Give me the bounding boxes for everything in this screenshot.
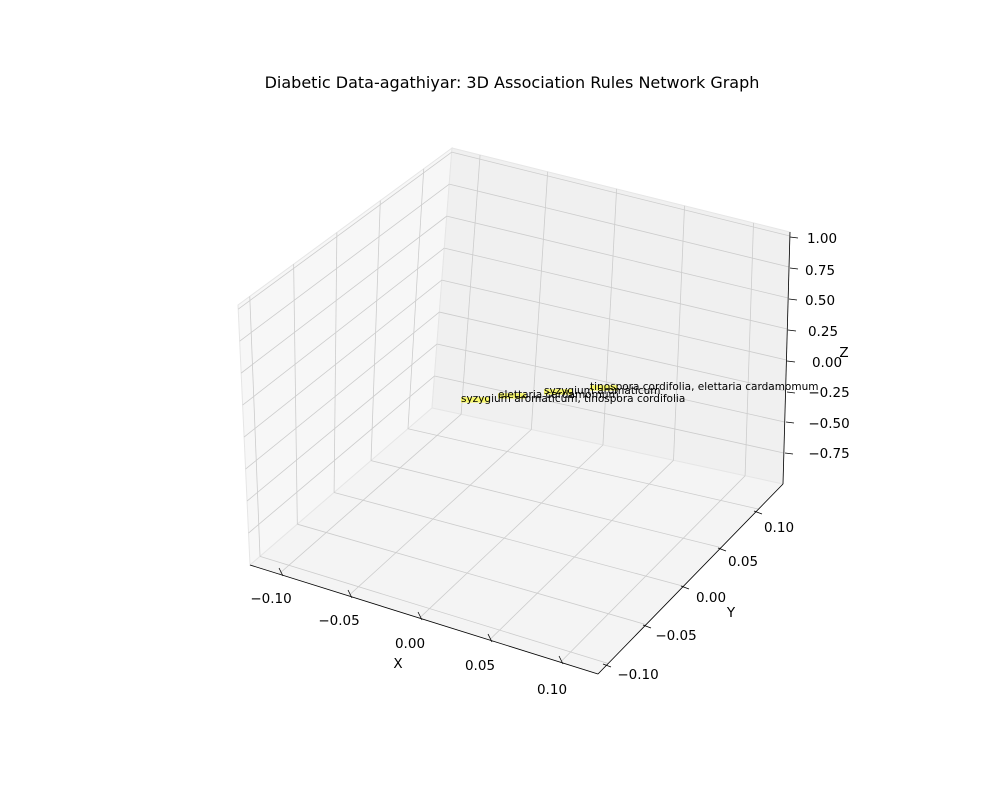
x-tick-label: 0.05 — [465, 658, 495, 674]
x-axis-ticks: −0.10 −0.05 0.00 0.05 0.10 — [250, 567, 567, 698]
z-tick-mark — [787, 329, 797, 332]
y-gridline — [370, 460, 722, 549]
z-gridline — [246, 343, 438, 502]
node-label: syzygium aromaticum, tinospora cordifoli… — [461, 393, 685, 405]
y-axis-line — [597, 483, 784, 675]
x-gridline — [278, 414, 462, 575]
y-tick-label: 0.10 — [764, 520, 794, 536]
x-tick-label: −0.05 — [318, 613, 359, 629]
x-gridline — [489, 460, 674, 641]
z-tick-mark — [786, 360, 796, 363]
z-tick-mark — [788, 298, 798, 301]
y-gridline — [297, 523, 647, 625]
z-gridline — [243, 279, 443, 438]
z-gridline — [451, 151, 790, 237]
x-gridline — [460, 154, 481, 415]
y-axis-ticks: −0.10 −0.05 0.00 0.05 0.10 — [602, 510, 794, 683]
x-tick-label: −0.10 — [250, 591, 291, 607]
z-tick-mark — [789, 267, 799, 270]
y-tick-mark — [680, 585, 690, 590]
y-gridline — [370, 200, 381, 461]
y-gridline — [249, 296, 261, 557]
node-label: tinospora cordifolia, elettaria cardamom… — [590, 381, 818, 393]
z-gridline — [245, 311, 440, 470]
z-tick-mark — [789, 236, 799, 239]
node-label: syzygium aromaticum — [544, 385, 661, 397]
z-gridline — [242, 247, 445, 406]
y-tick-label: −0.05 — [655, 628, 696, 644]
z-gridline — [248, 375, 435, 534]
x-tick-label: 0.10 — [537, 682, 567, 698]
x-tick-mark — [347, 589, 353, 599]
z-gridline — [439, 311, 786, 392]
x-gridline — [744, 222, 754, 476]
z-tick-mark — [786, 391, 796, 394]
x-axis-label: X — [393, 656, 402, 672]
z-gridline — [446, 215, 789, 299]
y-tick-mark — [642, 624, 652, 629]
z-axis-line — [782, 231, 791, 485]
z-axis-ticks: −0.75 −0.50 −0.25 0.00 0.25 0.50 0.75 1.… — [784, 231, 850, 462]
y-tick-label: 0.05 — [728, 554, 758, 570]
x-axis-line — [249, 564, 599, 675]
z-tick-label: 0.50 — [805, 293, 835, 309]
node-point — [590, 385, 618, 391]
axis-edges — [249, 231, 791, 675]
y-axis-label: Y — [726, 605, 736, 621]
z-gridline — [436, 343, 785, 423]
x-tick-mark — [417, 611, 423, 621]
z-tick-label: −0.25 — [808, 385, 849, 401]
x-gridline — [419, 444, 604, 619]
z-gridline — [444, 247, 788, 330]
z-gridline — [441, 279, 787, 361]
x-gridline — [530, 171, 549, 430]
z-gridline — [240, 215, 448, 374]
x-tick-mark — [487, 633, 493, 643]
x-gridline — [602, 188, 618, 446]
network-nodes: tinospora cordifolia, elettaria cardamom… — [461, 381, 818, 405]
x-gridline — [673, 205, 685, 461]
z-tick-label: −0.75 — [808, 446, 849, 462]
node-point — [544, 389, 572, 395]
y-tick-mark — [717, 547, 727, 552]
z-tick-mark — [785, 421, 795, 424]
z-gridline — [449, 183, 790, 268]
y-tick-mark — [753, 510, 763, 515]
x-tick-label: 0.00 — [395, 636, 425, 652]
z-tick-label: 0.00 — [812, 355, 842, 371]
z-axis-label: Z — [839, 345, 848, 361]
x-tick-mark — [278, 567, 284, 577]
z-gridline — [237, 151, 452, 310]
node-point — [498, 393, 526, 399]
y-tick-label: 0.00 — [696, 590, 726, 606]
node-point — [461, 397, 489, 403]
z-tick-label: 0.75 — [805, 263, 835, 279]
z-gridline — [434, 375, 784, 454]
x-tick-mark — [558, 655, 564, 665]
z-gridline — [239, 183, 450, 342]
node-label: elettaria cardamomum — [498, 389, 619, 401]
gridlines — [237, 151, 790, 664]
y-gridline — [407, 168, 425, 429]
chart-title: Diabetic Data-agathiyar: 3D Association … — [265, 73, 760, 92]
z-tick-label: 1.00 — [807, 231, 837, 247]
y-gridline — [259, 555, 609, 664]
x-gridline — [560, 475, 746, 663]
y-gridline — [333, 232, 338, 493]
y-gridline — [293, 264, 298, 525]
z-tick-label: −0.50 — [808, 416, 849, 432]
y-gridline — [407, 428, 759, 510]
z-tick-label: 0.25 — [808, 324, 838, 340]
x-gridline — [348, 429, 532, 597]
y-gridline — [333, 492, 684, 587]
z-tick-mark — [784, 452, 794, 455]
y-tick-mark — [602, 663, 612, 668]
y-tick-label: −0.10 — [617, 667, 658, 683]
